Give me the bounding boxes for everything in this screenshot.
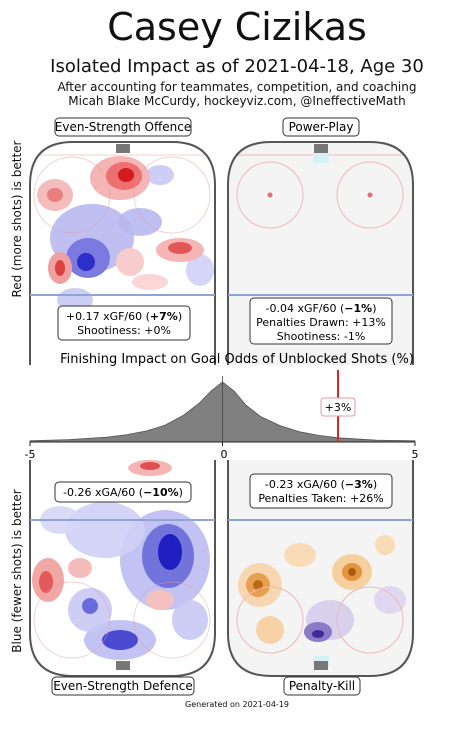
- chart-title: Casey Cizikas: [107, 5, 367, 49]
- pp-shootiness: Shootiness: -1%: [277, 330, 366, 343]
- power-play-label-box: Power-Play: [282, 117, 360, 137]
- pp-penalties-drawn: Penalties Drawn: +13%: [256, 316, 386, 329]
- pk-xg: -0.23 xGA/60 (: [265, 478, 345, 491]
- x-tick-label: 5: [412, 448, 419, 461]
- es-defence-xg: -0.26 xGA/60 (: [63, 486, 143, 499]
- goal-net-icon: [314, 144, 328, 153]
- pp-pct: −1%: [344, 302, 372, 315]
- penalty-kill-stats: -0.23 xGA/60 (−3%) Penalties Taken: +26%: [249, 473, 393, 509]
- player-marker-box: [320, 397, 356, 417]
- finishing-distribution-chart: +3% -5 0 5: [25, 370, 419, 461]
- es-offence-shootiness: Shootiness: +0%: [77, 324, 171, 337]
- es-offence-xg: +0.17 xGF/60 (: [66, 310, 150, 323]
- power-play-label: Power-Play: [289, 120, 354, 134]
- es-offence-label: Even-Strength Offence: [55, 120, 191, 134]
- adjustment-note: After accounting for teammates, competit…: [57, 80, 417, 94]
- es-offence-pct: +7%: [150, 310, 178, 323]
- svg-text:-0.04 xGF/60 (−1%): -0.04 xGF/60 (−1%): [265, 302, 376, 315]
- pk-penalties-taken: Penalties Taken: +26%: [258, 492, 383, 505]
- finishing-chart-title: Finishing Impact on Goal Odds of Unblock…: [60, 352, 414, 367]
- es-defence-pct: −10%: [143, 486, 179, 499]
- x-tick-label: -5: [25, 448, 36, 461]
- penalty-kill-label: Penalty-Kill: [289, 679, 355, 693]
- pk-pct: −3%: [345, 478, 373, 491]
- x-tick-label: 0: [221, 448, 228, 461]
- generated-date: Generated on 2021-04-19: [185, 700, 289, 709]
- pp-xg: -0.04 xGF/60 (: [265, 302, 344, 315]
- penalty-kill-label-box: Penalty-Kill: [283, 676, 361, 696]
- credit-note: Micah Blake McCurdy, hockeyviz.com, @Ine…: [68, 94, 406, 108]
- goal-net-icon: [116, 144, 130, 153]
- svg-text:+0.17 xGF/60 (+7%): +0.17 xGF/60 (+7%): [66, 310, 182, 323]
- es-offence-stats: +0.17 xGF/60 (+7%) Shootiness: +0%: [57, 305, 191, 341]
- goal-net-icon: [116, 661, 130, 670]
- svg-text:-0.23 xGA/60 (−3%): -0.23 xGA/60 (−3%): [265, 478, 377, 491]
- chart-subtitle: Isolated Impact as of 2021-04-18, Age 30: [50, 56, 424, 77]
- goal-net-icon: [314, 661, 328, 670]
- es-defence-label-box: Even-Strength Defence: [51, 676, 195, 696]
- power-play-stats: -0.04 xGF/60 (−1%) Penalties Drawn: +13%…: [249, 297, 393, 345]
- es-defence-label: Even-Strength Defence: [53, 679, 193, 693]
- es-defence-stats: -0.26 xGA/60 (−10%): [54, 481, 192, 503]
- player-marker-label: +3%: [325, 401, 352, 414]
- svg-text:-0.26 xGA/60 (−10%): -0.26 xGA/60 (−10%): [63, 486, 183, 499]
- es-offence-label-box: Even-Strength Offence: [54, 117, 192, 137]
